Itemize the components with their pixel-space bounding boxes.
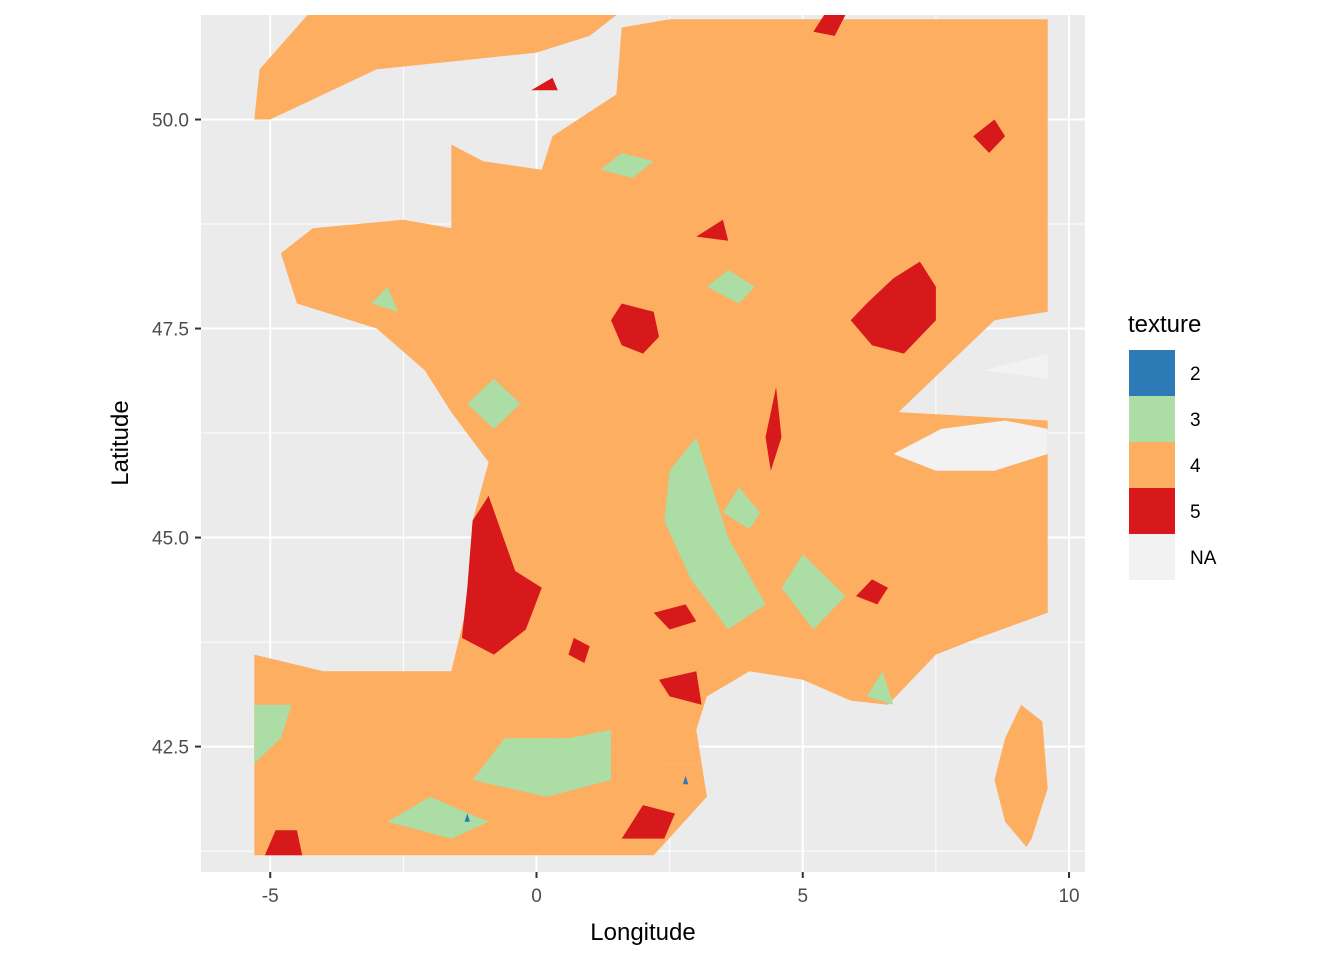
texture-2-patch: [464, 813, 470, 822]
texture-2-patch: [682, 775, 689, 785]
texture-3-patch: [371, 286, 398, 312]
texture-5-patch: [659, 671, 702, 705]
y-tick-label: 47.5: [152, 320, 189, 341]
texture-3-patch: [600, 153, 654, 178]
y-tick-label: 45.0: [152, 529, 189, 550]
x-axis-title: Longitude: [590, 919, 695, 946]
y-tick-label: 42.5: [152, 738, 189, 759]
legend-label: 4: [1190, 456, 1201, 477]
legend-key: [1129, 442, 1175, 488]
legend-title: texture: [1128, 311, 1201, 338]
legend-label: NA: [1190, 548, 1217, 569]
texture-5-patch: [531, 77, 558, 91]
texture-5-patch: [568, 637, 590, 663]
legend-label: 2: [1190, 364, 1201, 385]
texture-5-patch: [813, 15, 846, 36]
texture-na-patch: [893, 420, 1048, 471]
legend-key: [1129, 488, 1175, 534]
x-axis: -5 0 5 10: [262, 872, 1080, 907]
x-tick-label: 10: [1058, 886, 1079, 907]
x-tick-label: 5: [797, 886, 808, 907]
x-tick-label: -5: [262, 886, 279, 907]
texture-3-patch: [781, 554, 846, 630]
texture-5-patch: [461, 495, 542, 655]
y-axis-title: Latitude: [107, 400, 134, 485]
texture-5-patch: [264, 830, 303, 856]
x-tick-label: 0: [531, 886, 542, 907]
legend-key: [1129, 350, 1175, 396]
texture-3-patch: [254, 704, 292, 764]
texture-5-patch: [856, 579, 888, 605]
england-region: [254, 15, 617, 120]
texture-5-patch: [765, 387, 782, 471]
map-layer: [254, 15, 1048, 856]
texture-5-patch: [611, 303, 659, 354]
texture-5-patch: [653, 604, 697, 630]
texture-3-patch: [706, 270, 755, 304]
texture-5-patch: [621, 805, 675, 839]
legend-label: 3: [1190, 410, 1201, 431]
texture-3-patch: [664, 437, 766, 630]
corsica-region: [994, 704, 1048, 847]
texture-5-patch: [696, 219, 729, 241]
legend: texture 2 3 4 5 NA: [1128, 311, 1217, 580]
texture-3-patch: [722, 487, 761, 530]
y-axis: 42.5 45.0 47.5 50.0: [152, 111, 201, 759]
legend-key: [1129, 534, 1175, 580]
texture-3-patch: [866, 671, 894, 705]
texture-3-patch: [472, 729, 611, 797]
texture-3-patch: [387, 796, 489, 839]
texture-3-patch: [467, 378, 521, 429]
iberia-region: [254, 654, 707, 856]
texture-5-patch: [850, 261, 936, 354]
texture-na-patch: [983, 353, 1048, 379]
legend-key: [1129, 396, 1175, 442]
y-tick-label: 50.0: [152, 111, 189, 132]
legend-label: 5: [1190, 502, 1201, 523]
texture-5-patch: [973, 119, 1006, 153]
